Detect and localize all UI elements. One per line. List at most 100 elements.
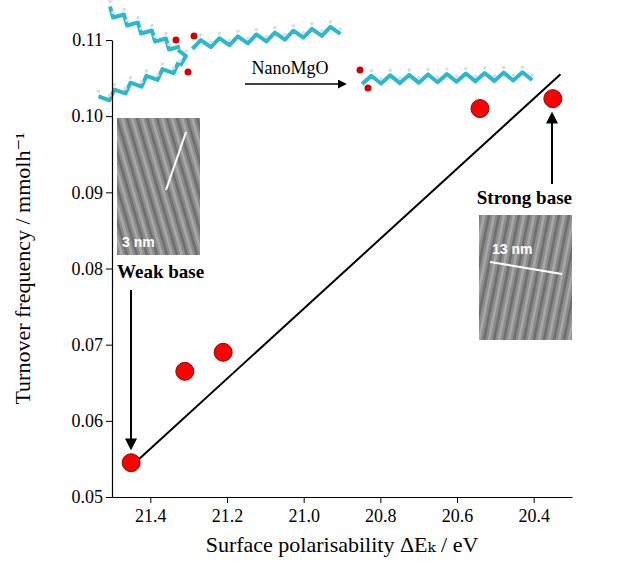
annotation: Weak base [117, 261, 204, 282]
hydrogen-atom [184, 49, 188, 53]
hydrogen-atom [464, 67, 468, 71]
hydrogen-atom [255, 28, 259, 32]
hydrogen-atom [474, 75, 478, 79]
y-tick-mark [106, 116, 112, 117]
oxygen-atom [185, 69, 192, 76]
hydrogen-atom [530, 73, 534, 77]
hydrogen-atom [150, 24, 154, 28]
hydrogen-atom [329, 20, 333, 24]
x-tick-mark [304, 497, 305, 503]
annotation-arrow [130, 290, 132, 448]
hydrogen-atom [108, 93, 112, 97]
x-tick: 20.6 [442, 497, 474, 526]
y-tick-label: 0.08 [72, 259, 104, 279]
hydrogen-atom [339, 27, 343, 31]
hydrogen-atom [136, 16, 140, 20]
y-tick: 0.08 [72, 259, 113, 279]
hydrogen-atom [521, 65, 525, 69]
x-axis-line [113, 497, 573, 498]
hydrogen-atom [167, 43, 171, 47]
oxygen-atom [365, 85, 372, 92]
y-tick: 0.06 [72, 411, 113, 431]
y-tick-mark [106, 40, 112, 41]
hydrogen-atom [124, 87, 128, 91]
chart: NanoMgO21.421.221.020.820.620.40.050.060… [0, 0, 628, 564]
oxygen-atom [357, 67, 364, 74]
y-tick: 0.05 [72, 487, 113, 507]
y-tick: 0.10 [72, 106, 113, 126]
hydrogen-atom [218, 31, 222, 35]
data-point [214, 343, 232, 361]
x-tick: 21.2 [212, 497, 244, 526]
annotation: Strong base [477, 187, 572, 208]
hydrogen-atom [108, 0, 112, 3]
hydrogen-atom [445, 67, 449, 71]
hydrogen-atom [236, 30, 240, 34]
y-tick-label: 0.06 [72, 411, 104, 431]
carbon-chain [110, 7, 180, 50]
hydrogen-atom [209, 40, 213, 44]
hydrogen-atom [511, 74, 515, 78]
y-tick: 0.11 [72, 30, 112, 50]
hydrogen-atom [161, 62, 165, 66]
carbon-chain [362, 72, 532, 84]
hydrogen-atom [113, 83, 117, 87]
scale-label: 3 nm [122, 234, 155, 250]
y-tick-label: 0.09 [72, 183, 104, 203]
y-axis-title: Turnover frequency / mmolh⁻¹ [10, 132, 35, 404]
oxygen-atom [191, 33, 198, 40]
carbon-chain [178, 50, 186, 66]
hydrogen-atom [283, 33, 287, 37]
x-tick-mark [380, 497, 381, 503]
hydrogen-atom [370, 69, 374, 73]
x-tick-label: 21.4 [135, 506, 167, 526]
x-tick: 21.0 [288, 497, 320, 526]
y-tick: 0.09 [72, 183, 113, 203]
x-axis: 21.4 21.2 21.0 20.8 20.6 20.4 [113, 497, 573, 526]
y-tick-label: 0.10 [72, 106, 104, 126]
tem-image: 3 nm [17, 118, 352, 255]
hydrogen-atom [199, 33, 203, 37]
y-axis: 0.05 0.06 0.07 0.08 0.09 0.10 0.11 [72, 30, 113, 507]
x-tick: 20.8 [365, 497, 397, 526]
y-tick-mark [106, 269, 112, 270]
scale-bar [490, 262, 562, 274]
scale-bar [166, 132, 186, 190]
hydrogen-atom [379, 77, 383, 81]
data-point [471, 100, 489, 118]
x-tick: 21.4 [135, 497, 167, 526]
x-tick-mark [150, 497, 151, 503]
carbon-chain [192, 27, 340, 49]
annotation-arrow [551, 114, 553, 184]
molecule-illustration [97, 0, 534, 100]
scale-label: 13 nm [492, 241, 532, 257]
hydrogen-atom [417, 76, 421, 80]
data-point [122, 454, 140, 472]
x-tick-label: 20.8 [365, 506, 397, 526]
y-tick-label: 0.05 [72, 487, 104, 507]
hydrogen-atom [320, 29, 324, 33]
y-tick-mark [106, 421, 112, 422]
carbon-chain [98, 62, 178, 100]
hydrogen-atom [292, 24, 296, 28]
hydrogen-atom [140, 80, 144, 84]
y-tick-mark [106, 192, 112, 193]
y-tick: 0.07 [72, 335, 113, 355]
hydrogen-atom [172, 66, 176, 70]
data-point [544, 90, 562, 108]
oxygen-atom [173, 37, 180, 44]
x-tick-label: 20.4 [518, 506, 550, 526]
data-point [176, 362, 194, 380]
x-tick-mark [457, 497, 458, 503]
hydrogen-atom [398, 76, 402, 80]
hydrogen-atom [129, 76, 133, 80]
x-tick-mark [227, 497, 228, 503]
annotation: NanoMgO [252, 58, 329, 78]
x-tick-label: 20.6 [442, 506, 474, 526]
reaction-arrow [245, 83, 345, 85]
hydrogen-atom [502, 66, 506, 70]
x-tick-label: 21.2 [212, 506, 244, 526]
hydrogen-atom [139, 27, 143, 31]
hydrogen-atom [436, 75, 440, 79]
hydrogen-atom [156, 73, 160, 77]
